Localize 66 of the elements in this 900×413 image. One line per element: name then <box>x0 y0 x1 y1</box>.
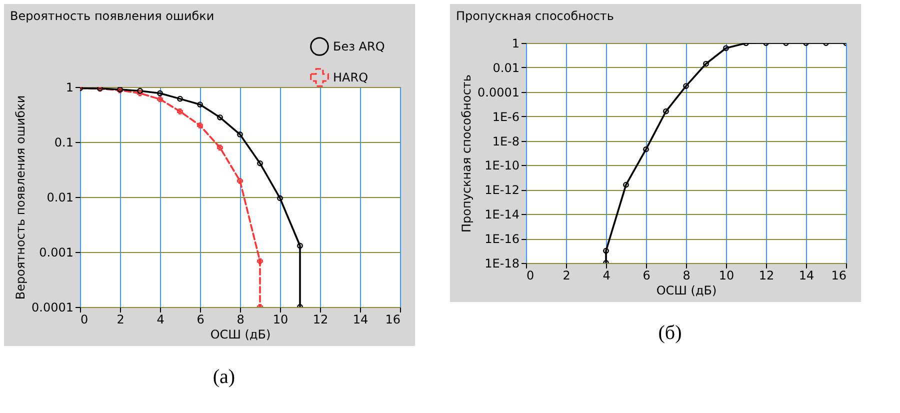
x-tick-label: 16 <box>831 268 846 282</box>
point <box>237 132 243 138</box>
x-tick-label: 10 <box>272 312 288 326</box>
point <box>157 96 163 102</box>
x-tick-label: 8 <box>682 268 690 282</box>
x-axis-title: ОСШ (дБ) <box>210 328 271 342</box>
point <box>623 182 629 188</box>
point <box>157 90 163 96</box>
point <box>177 108 183 114</box>
y-tick-label: 0.0001 <box>478 85 520 100</box>
point <box>603 248 609 254</box>
x-tick-label: 16 <box>385 312 400 326</box>
point <box>217 144 223 151</box>
x-tick-label: 2 <box>562 268 570 282</box>
y-tick-label: 0.01 <box>46 190 74 204</box>
y-tick-label: 1E-18 <box>484 256 520 270</box>
x-tick-label: 4 <box>602 268 610 282</box>
point <box>643 146 649 152</box>
point <box>137 88 143 94</box>
point <box>663 108 669 114</box>
point <box>297 242 303 249</box>
x-tick-label: 8 <box>236 312 244 326</box>
y-tick-label: 1E-6 <box>492 110 520 124</box>
y-tick-label: 0.01 <box>492 60 520 75</box>
y-tick-label: 1E-12 <box>484 183 520 198</box>
y-axis-title: Пропускная способность <box>460 74 474 232</box>
chart-title: Пропускная способность <box>456 9 614 23</box>
x-tick-label: 12 <box>758 268 774 282</box>
point <box>197 122 203 128</box>
y-tick-label: 1 <box>512 36 520 50</box>
x-tick-label: 4 <box>156 312 164 326</box>
chart-title: Вероятность появления ошибки <box>10 9 214 23</box>
y-tick-label: 1 <box>66 80 74 94</box>
y-tick-label: 1E-14 <box>484 208 520 222</box>
point <box>277 195 283 202</box>
x-tick-label: 0 <box>526 268 534 282</box>
y-axis-title: Вероятность появления ошибки <box>14 95 28 300</box>
point <box>683 83 689 89</box>
y-tick-label: 1E-16 <box>484 232 520 246</box>
x-axis-title: ОСШ (дБ) <box>656 284 717 298</box>
point <box>137 90 143 96</box>
x-tick-label: 6 <box>196 312 204 326</box>
point <box>217 114 223 120</box>
point <box>703 60 709 67</box>
legend-label: Без ARQ <box>333 40 385 54</box>
y-tick-label: 1E-10 <box>484 158 520 173</box>
point <box>257 258 263 264</box>
x-tick-label: 2 <box>116 312 124 326</box>
text: (б) <box>657 322 683 345</box>
x-tick-label: 14 <box>798 268 814 282</box>
point <box>197 102 203 108</box>
x-tick-label: 14 <box>352 312 368 326</box>
x-tick-label: 12 <box>312 312 328 326</box>
legend-label: HARQ <box>333 70 368 84</box>
y-tick-label: 0.001 <box>39 246 74 260</box>
text: (а) <box>212 366 236 389</box>
y-tick-label: 0.1 <box>54 136 74 150</box>
y-tick-label: 1E-8 <box>492 134 520 148</box>
x-tick-label: 6 <box>642 268 650 282</box>
point <box>177 96 183 102</box>
point <box>723 45 729 52</box>
point <box>237 178 243 184</box>
y-tick-label: 0.0001 <box>32 300 74 314</box>
point <box>257 160 263 166</box>
x-tick-label: 0 <box>80 312 88 326</box>
x-tick-label: 10 <box>718 268 734 282</box>
